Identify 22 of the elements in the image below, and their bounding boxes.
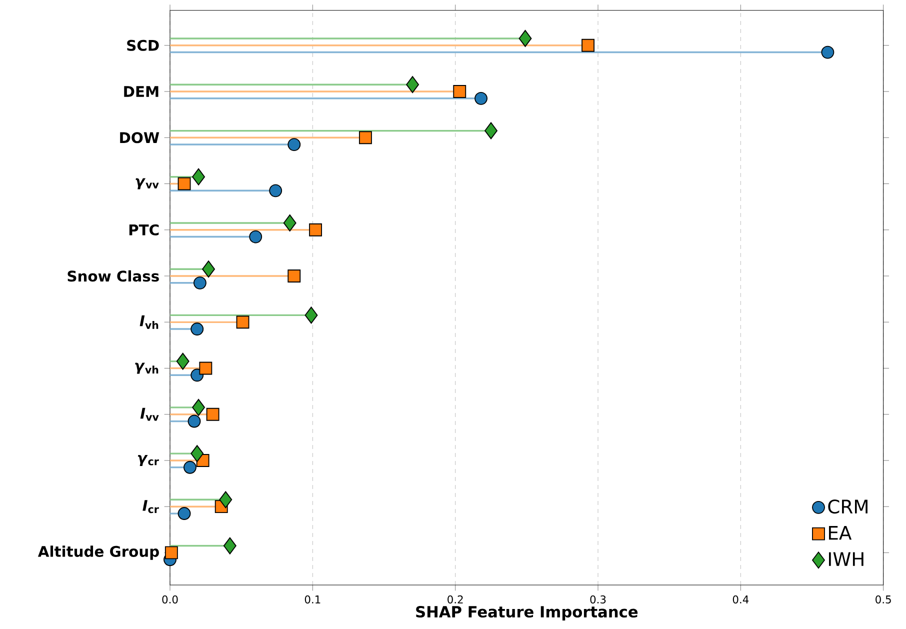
x-tick-label: 0.2	[448, 595, 463, 604]
y-tick-label: DOW	[120, 132, 160, 144]
y-tick-label: γ$_{vh}$	[135, 362, 158, 374]
y-tick-label: γ$_{cr}$	[138, 454, 159, 466]
legend-label: IWH	[829, 552, 864, 566]
y-tick-label: γ$_{vv}$	[136, 178, 159, 190]
y-tick-label: Snow Class	[68, 270, 159, 282]
y-tick-label: SCD	[127, 40, 159, 51]
y-tick-label: I$_{cr}$	[142, 500, 159, 514]
x-tick-label: 0.5	[876, 595, 891, 604]
y-tick-label: I$_{vv}$	[140, 408, 159, 421]
y-tick-label: Altitude Group	[38, 546, 159, 560]
x-tick-label: 0.3	[590, 595, 606, 604]
y-tick-label: PTC	[129, 224, 159, 236]
x-tick-label: 0.1	[304, 595, 320, 604]
x-tick-label: 0.4	[732, 595, 749, 604]
legend-label: CRM	[828, 499, 868, 514]
x-axis-title: SHAP Feature Importance	[416, 606, 638, 621]
y-tick-label: I$_{vh}$	[140, 315, 158, 329]
legend-label: EA	[829, 526, 852, 540]
x-tick-label: 0.0	[162, 595, 178, 604]
y-tick-label: DEM	[124, 86, 158, 97]
